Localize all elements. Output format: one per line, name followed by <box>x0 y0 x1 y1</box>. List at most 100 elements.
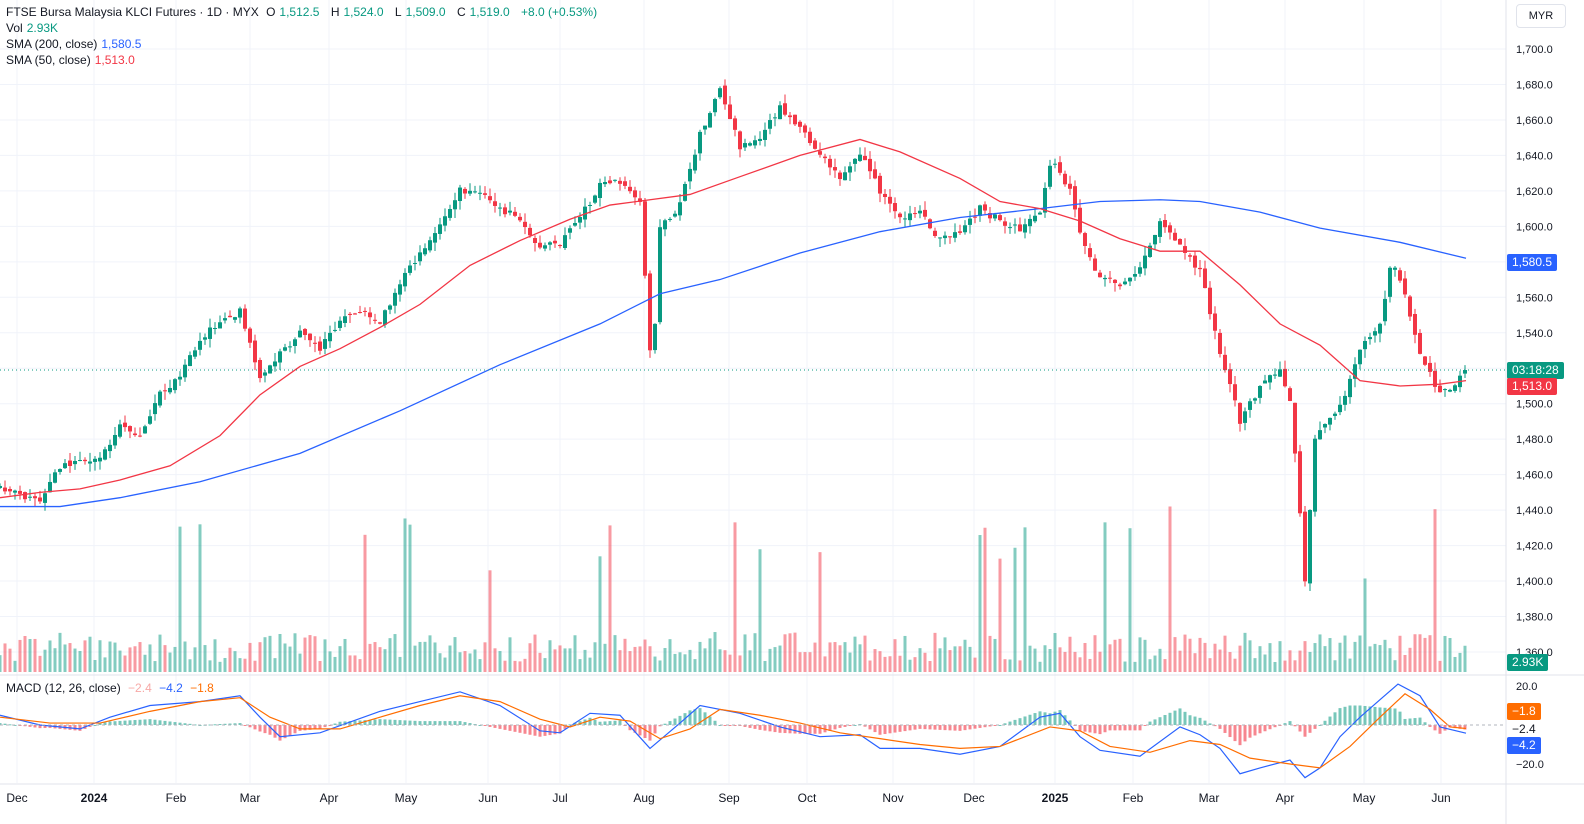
time-tick: Feb <box>166 791 187 805</box>
macd-hist-bar <box>1303 725 1307 737</box>
volume-bar <box>1163 659 1167 672</box>
macd-hist-bar <box>1453 725 1457 729</box>
macd-hist-bar <box>573 722 577 725</box>
candle-body <box>468 190 472 194</box>
candle-body <box>1238 402 1242 424</box>
volume-bar <box>808 652 812 672</box>
volume-bar <box>1378 645 1382 672</box>
volume-bar <box>298 653 302 672</box>
macd-hist-bar <box>373 719 377 725</box>
volume-legend[interactable]: Vol 2.93K <box>6 20 62 36</box>
candle-body <box>1198 267 1202 270</box>
candle-body <box>58 469 62 472</box>
candle-body <box>563 235 567 248</box>
macd-hist-bar <box>1128 725 1132 731</box>
candle-body <box>1408 296 1412 317</box>
candle-body <box>973 216 977 218</box>
volume-bar <box>1153 655 1157 672</box>
candle-body <box>1413 314 1417 335</box>
volume-bar <box>73 648 77 672</box>
macd-hist-bar <box>753 725 757 729</box>
macd-hist-bar <box>518 725 522 733</box>
sma50-legend[interactable]: SMA (50, close) 1,513.0 <box>6 52 139 68</box>
volume-bar <box>228 647 232 672</box>
volume-bar <box>883 656 887 672</box>
macd-hist-bar <box>0 723 2 725</box>
candle-body <box>1348 378 1352 398</box>
macd-hist-bar <box>1143 725 1147 726</box>
macd-hist-bar <box>143 719 147 725</box>
macd-hist-bar <box>1268 725 1272 730</box>
macd-hist-bar <box>903 725 907 732</box>
currency-button[interactable]: MYR <box>1516 4 1566 28</box>
macd-hist-bar <box>1008 721 1012 725</box>
volume-bar <box>1068 636 1072 672</box>
volume-bar <box>728 654 732 672</box>
macd-hist-bar <box>1403 718 1407 725</box>
volume-bar <box>308 635 312 672</box>
volume-bar <box>1333 660 1337 672</box>
macd-hist-bar <box>933 725 937 730</box>
candle-body <box>1318 430 1322 440</box>
candle-body <box>13 490 17 493</box>
candle-body <box>1033 215 1037 222</box>
macd-hist-bar <box>913 725 917 730</box>
sma200-legend[interactable]: SMA (200, close) 1,580.5 <box>6 36 145 52</box>
candle-body <box>183 364 187 378</box>
candle-body <box>758 138 762 142</box>
volume-bar <box>503 660 507 672</box>
volume-bar <box>463 651 467 672</box>
candle-body <box>198 340 202 350</box>
candle-body <box>1188 255 1192 257</box>
volume-bar <box>1243 632 1247 672</box>
volume-bar <box>1443 635 1447 672</box>
candle-body <box>1338 404 1342 413</box>
macd-legend[interactable]: MACD (12, 26, close) −2.4 −4.2 −1.8 <box>6 680 218 696</box>
volume-bar <box>183 641 187 672</box>
macd-tick: −20.0 <box>1516 759 1544 771</box>
volume-bar <box>903 635 907 672</box>
candle-body <box>753 140 757 146</box>
volume-bar <box>393 634 397 672</box>
sma50-label: SMA (50, close) <box>6 53 91 67</box>
candle-body <box>393 292 397 306</box>
macd-hist-bar <box>1258 725 1262 734</box>
candle-body <box>1153 234 1157 245</box>
candle-body <box>298 330 302 338</box>
candle-body <box>173 379 177 391</box>
volume-bar <box>1223 635 1227 672</box>
macd-hist-bar <box>1398 711 1402 725</box>
time-tick: Oct <box>798 791 817 805</box>
candle-body <box>868 158 872 172</box>
volume-bar <box>543 658 547 672</box>
volume-bar <box>1303 641 1307 672</box>
candle-body <box>188 355 192 367</box>
candle-body <box>1128 277 1132 282</box>
volume-bar <box>878 651 882 672</box>
macd-hist-bar <box>793 725 797 734</box>
macd-hist-bar <box>43 725 47 729</box>
volume-bar <box>1173 637 1177 672</box>
macd-hist-bar <box>318 725 322 729</box>
candle-body <box>1353 364 1357 379</box>
symbol-title[interactable]: FTSE Bursa Malaysia KLCI Futures · 1D · … <box>6 5 259 19</box>
volume-bar <box>788 633 792 672</box>
candle-body <box>1398 270 1402 281</box>
volume-bar <box>488 570 492 672</box>
macd-hist-bar <box>1283 723 1287 725</box>
macd-hist-bar <box>173 722 177 725</box>
volume-bar <box>1298 650 1302 672</box>
candle-body <box>1373 331 1377 336</box>
volume-bar <box>1428 635 1432 672</box>
volume-bar <box>888 656 892 672</box>
candle-body <box>1258 385 1262 398</box>
candle-body <box>663 220 667 230</box>
candle-body <box>228 315 232 318</box>
candle-body <box>1118 284 1122 287</box>
macd-hist-bar <box>1173 710 1177 725</box>
candle-body <box>703 125 707 130</box>
macd-hist-bar <box>838 725 842 728</box>
macd-hist-bar <box>973 725 977 729</box>
candle-body <box>0 485 2 489</box>
